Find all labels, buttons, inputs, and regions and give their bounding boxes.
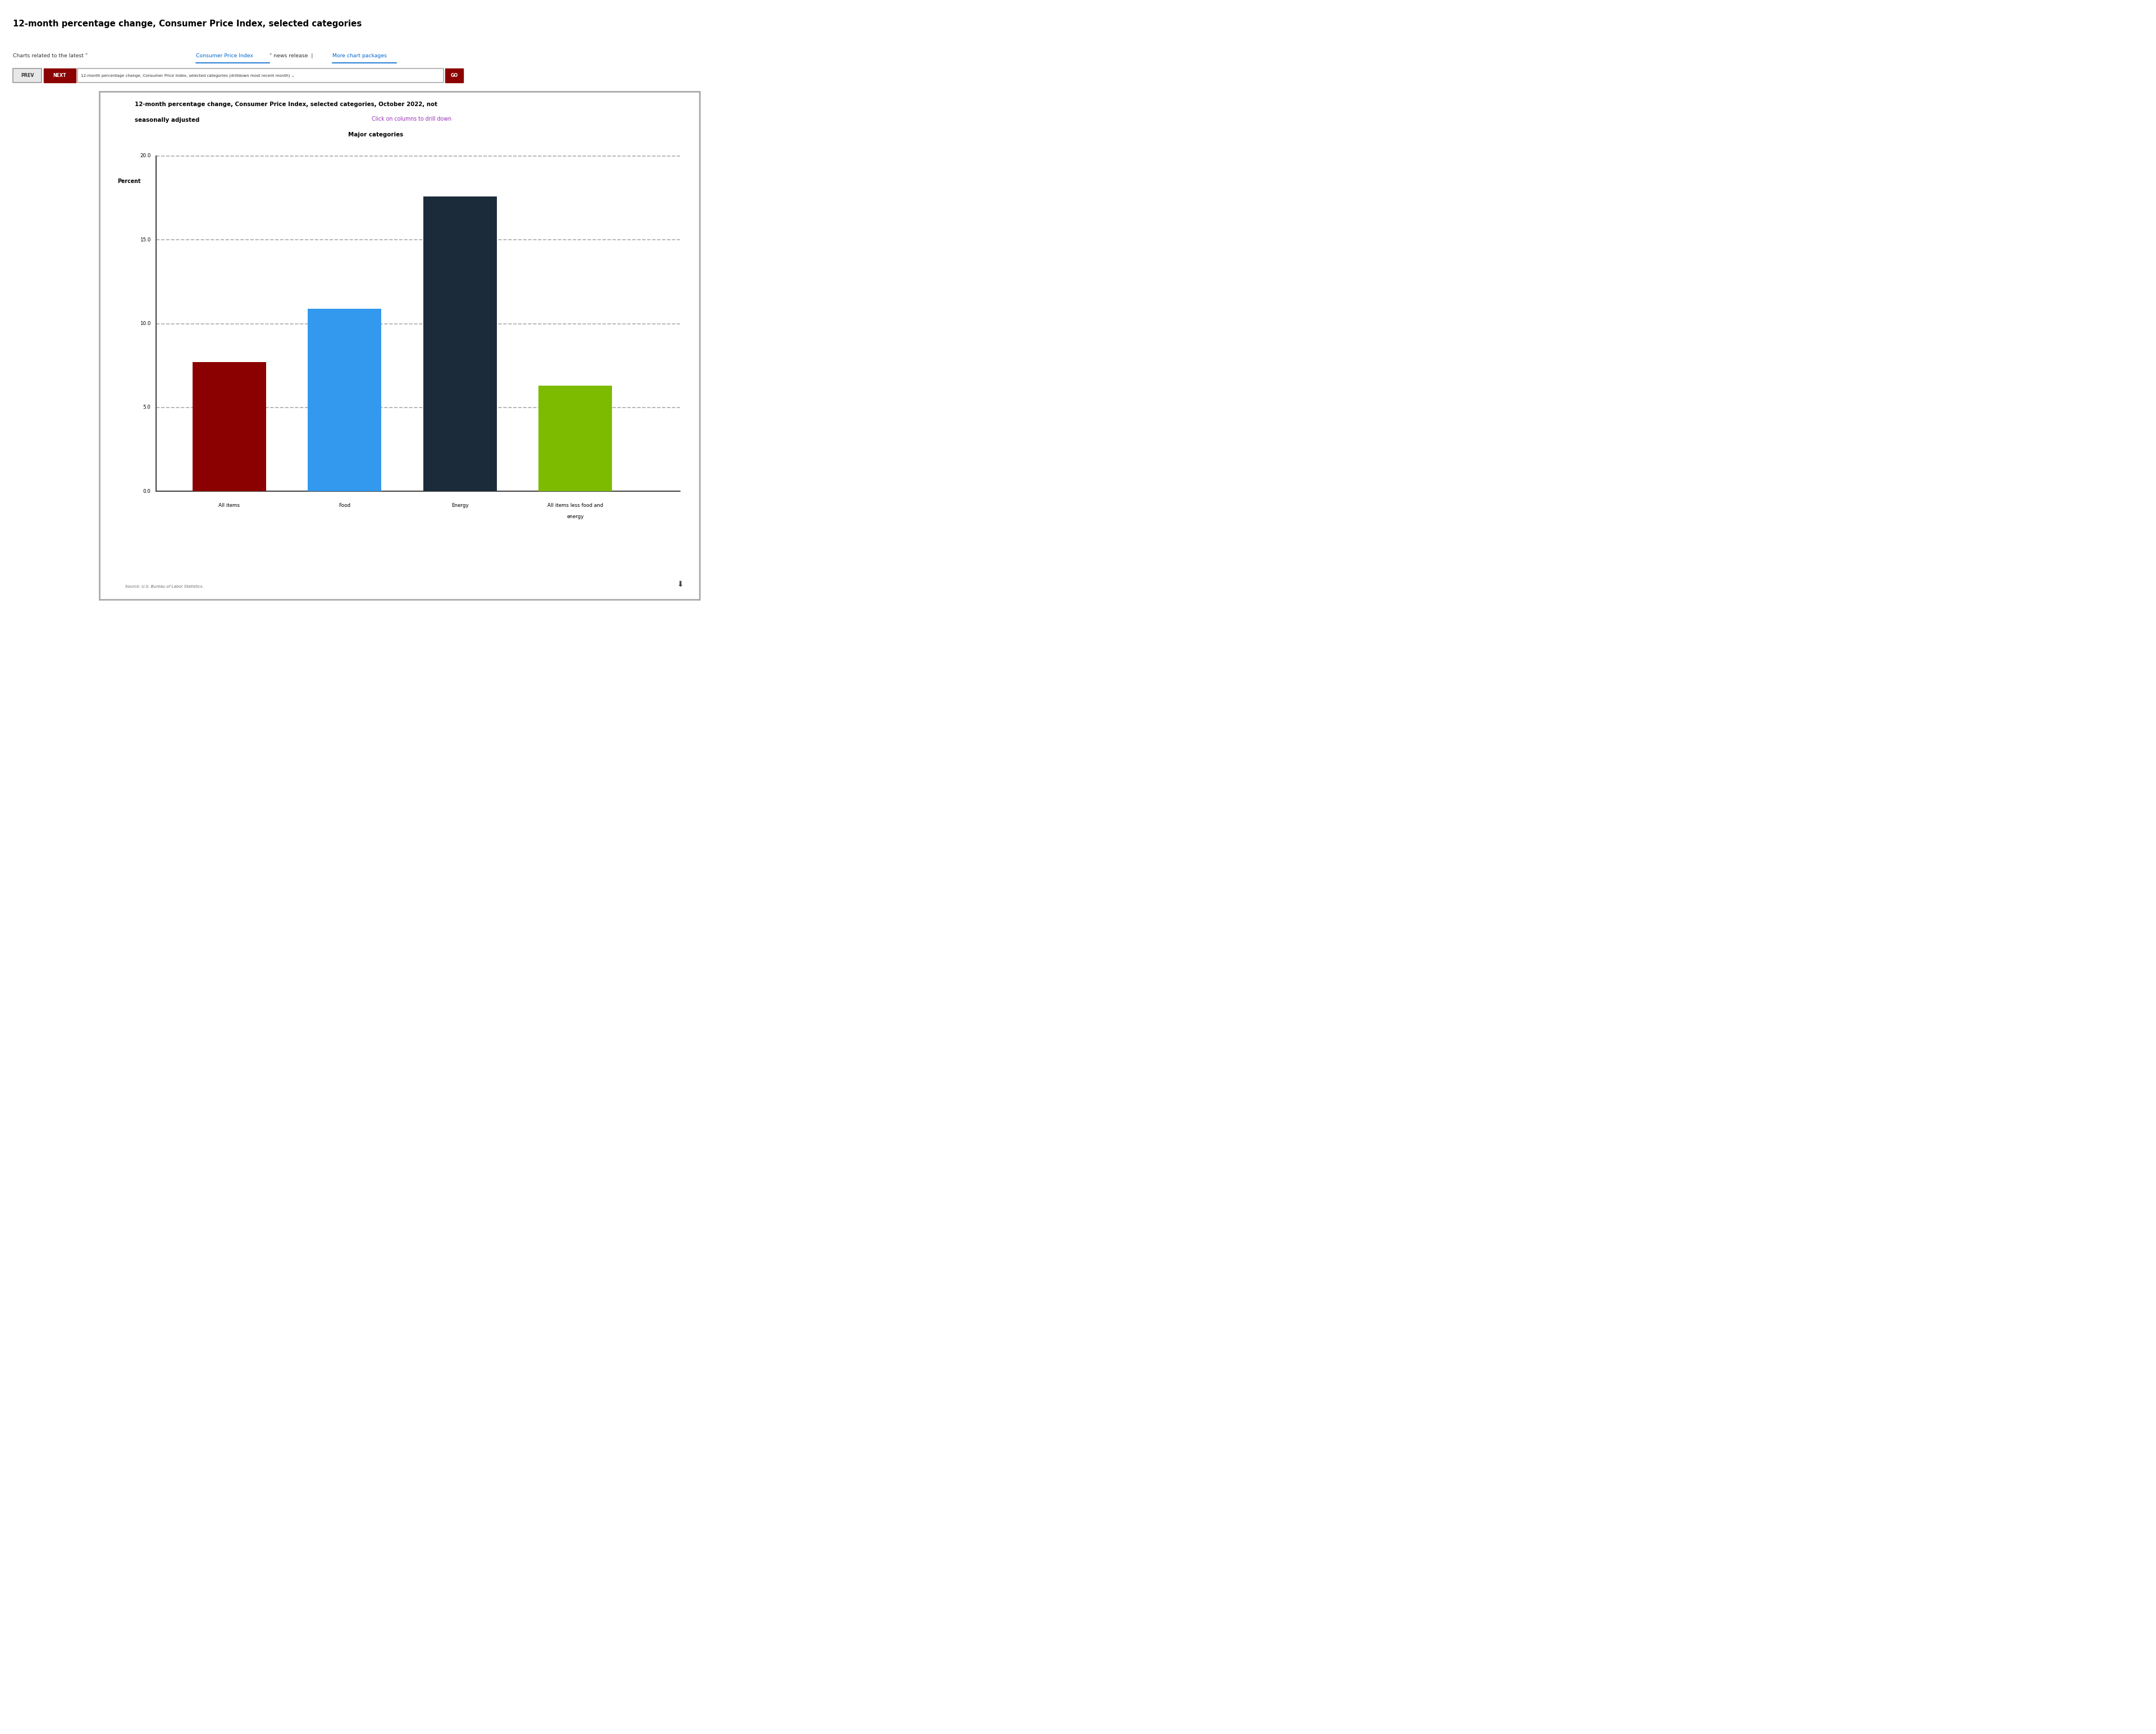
Text: ⬇: ⬇ — [677, 581, 683, 588]
Text: energy: energy — [567, 515, 584, 518]
Text: 10.0: 10.0 — [140, 321, 151, 326]
FancyBboxPatch shape — [78, 68, 444, 83]
Text: 5.0: 5.0 — [142, 404, 151, 409]
Text: PREV: PREV — [22, 73, 34, 78]
Text: More chart packages: More chart packages — [332, 54, 386, 59]
Text: Major categories: Major categories — [347, 132, 403, 137]
FancyBboxPatch shape — [423, 196, 496, 491]
Text: Percent: Percent — [116, 179, 140, 184]
FancyBboxPatch shape — [99, 92, 699, 600]
Text: seasonally adjusted: seasonally adjusted — [136, 118, 201, 123]
Text: NEXT: NEXT — [54, 73, 67, 78]
Text: Click on columns to drill down: Click on columns to drill down — [371, 116, 451, 121]
FancyBboxPatch shape — [308, 309, 382, 491]
FancyBboxPatch shape — [43, 68, 75, 83]
Text: 12-month percentage change, Consumer Price Index, selected categories: 12-month percentage change, Consumer Pri… — [13, 19, 362, 28]
Text: 0.0: 0.0 — [142, 489, 151, 494]
Text: Charts related to the latest ": Charts related to the latest " — [13, 54, 88, 59]
Text: All items: All items — [218, 503, 239, 508]
Text: Food: Food — [338, 503, 351, 508]
Text: 20.0: 20.0 — [140, 154, 151, 158]
FancyBboxPatch shape — [539, 385, 612, 491]
FancyBboxPatch shape — [446, 68, 464, 83]
Text: 12-month percentage change, Consumer Price Index, selected categories (drilldown: 12-month percentage change, Consumer Pri… — [82, 73, 295, 78]
Text: GO: GO — [451, 73, 457, 78]
Text: " news release  |: " news release | — [270, 54, 317, 59]
Text: All items less food and: All items less food and — [548, 503, 604, 508]
Text: 15.0: 15.0 — [140, 238, 151, 243]
Text: Source: U.S. Bureau of Labor Statistics.: Source: U.S. Bureau of Labor Statistics. — [125, 584, 203, 588]
Text: Energy: Energy — [451, 503, 468, 508]
Text: 12-month percentage change, Consumer Price Index, selected categories, October 2: 12-month percentage change, Consumer Pri… — [136, 102, 438, 108]
FancyBboxPatch shape — [13, 68, 41, 83]
FancyBboxPatch shape — [192, 362, 265, 491]
Text: Consumer Price Index: Consumer Price Index — [196, 54, 252, 59]
